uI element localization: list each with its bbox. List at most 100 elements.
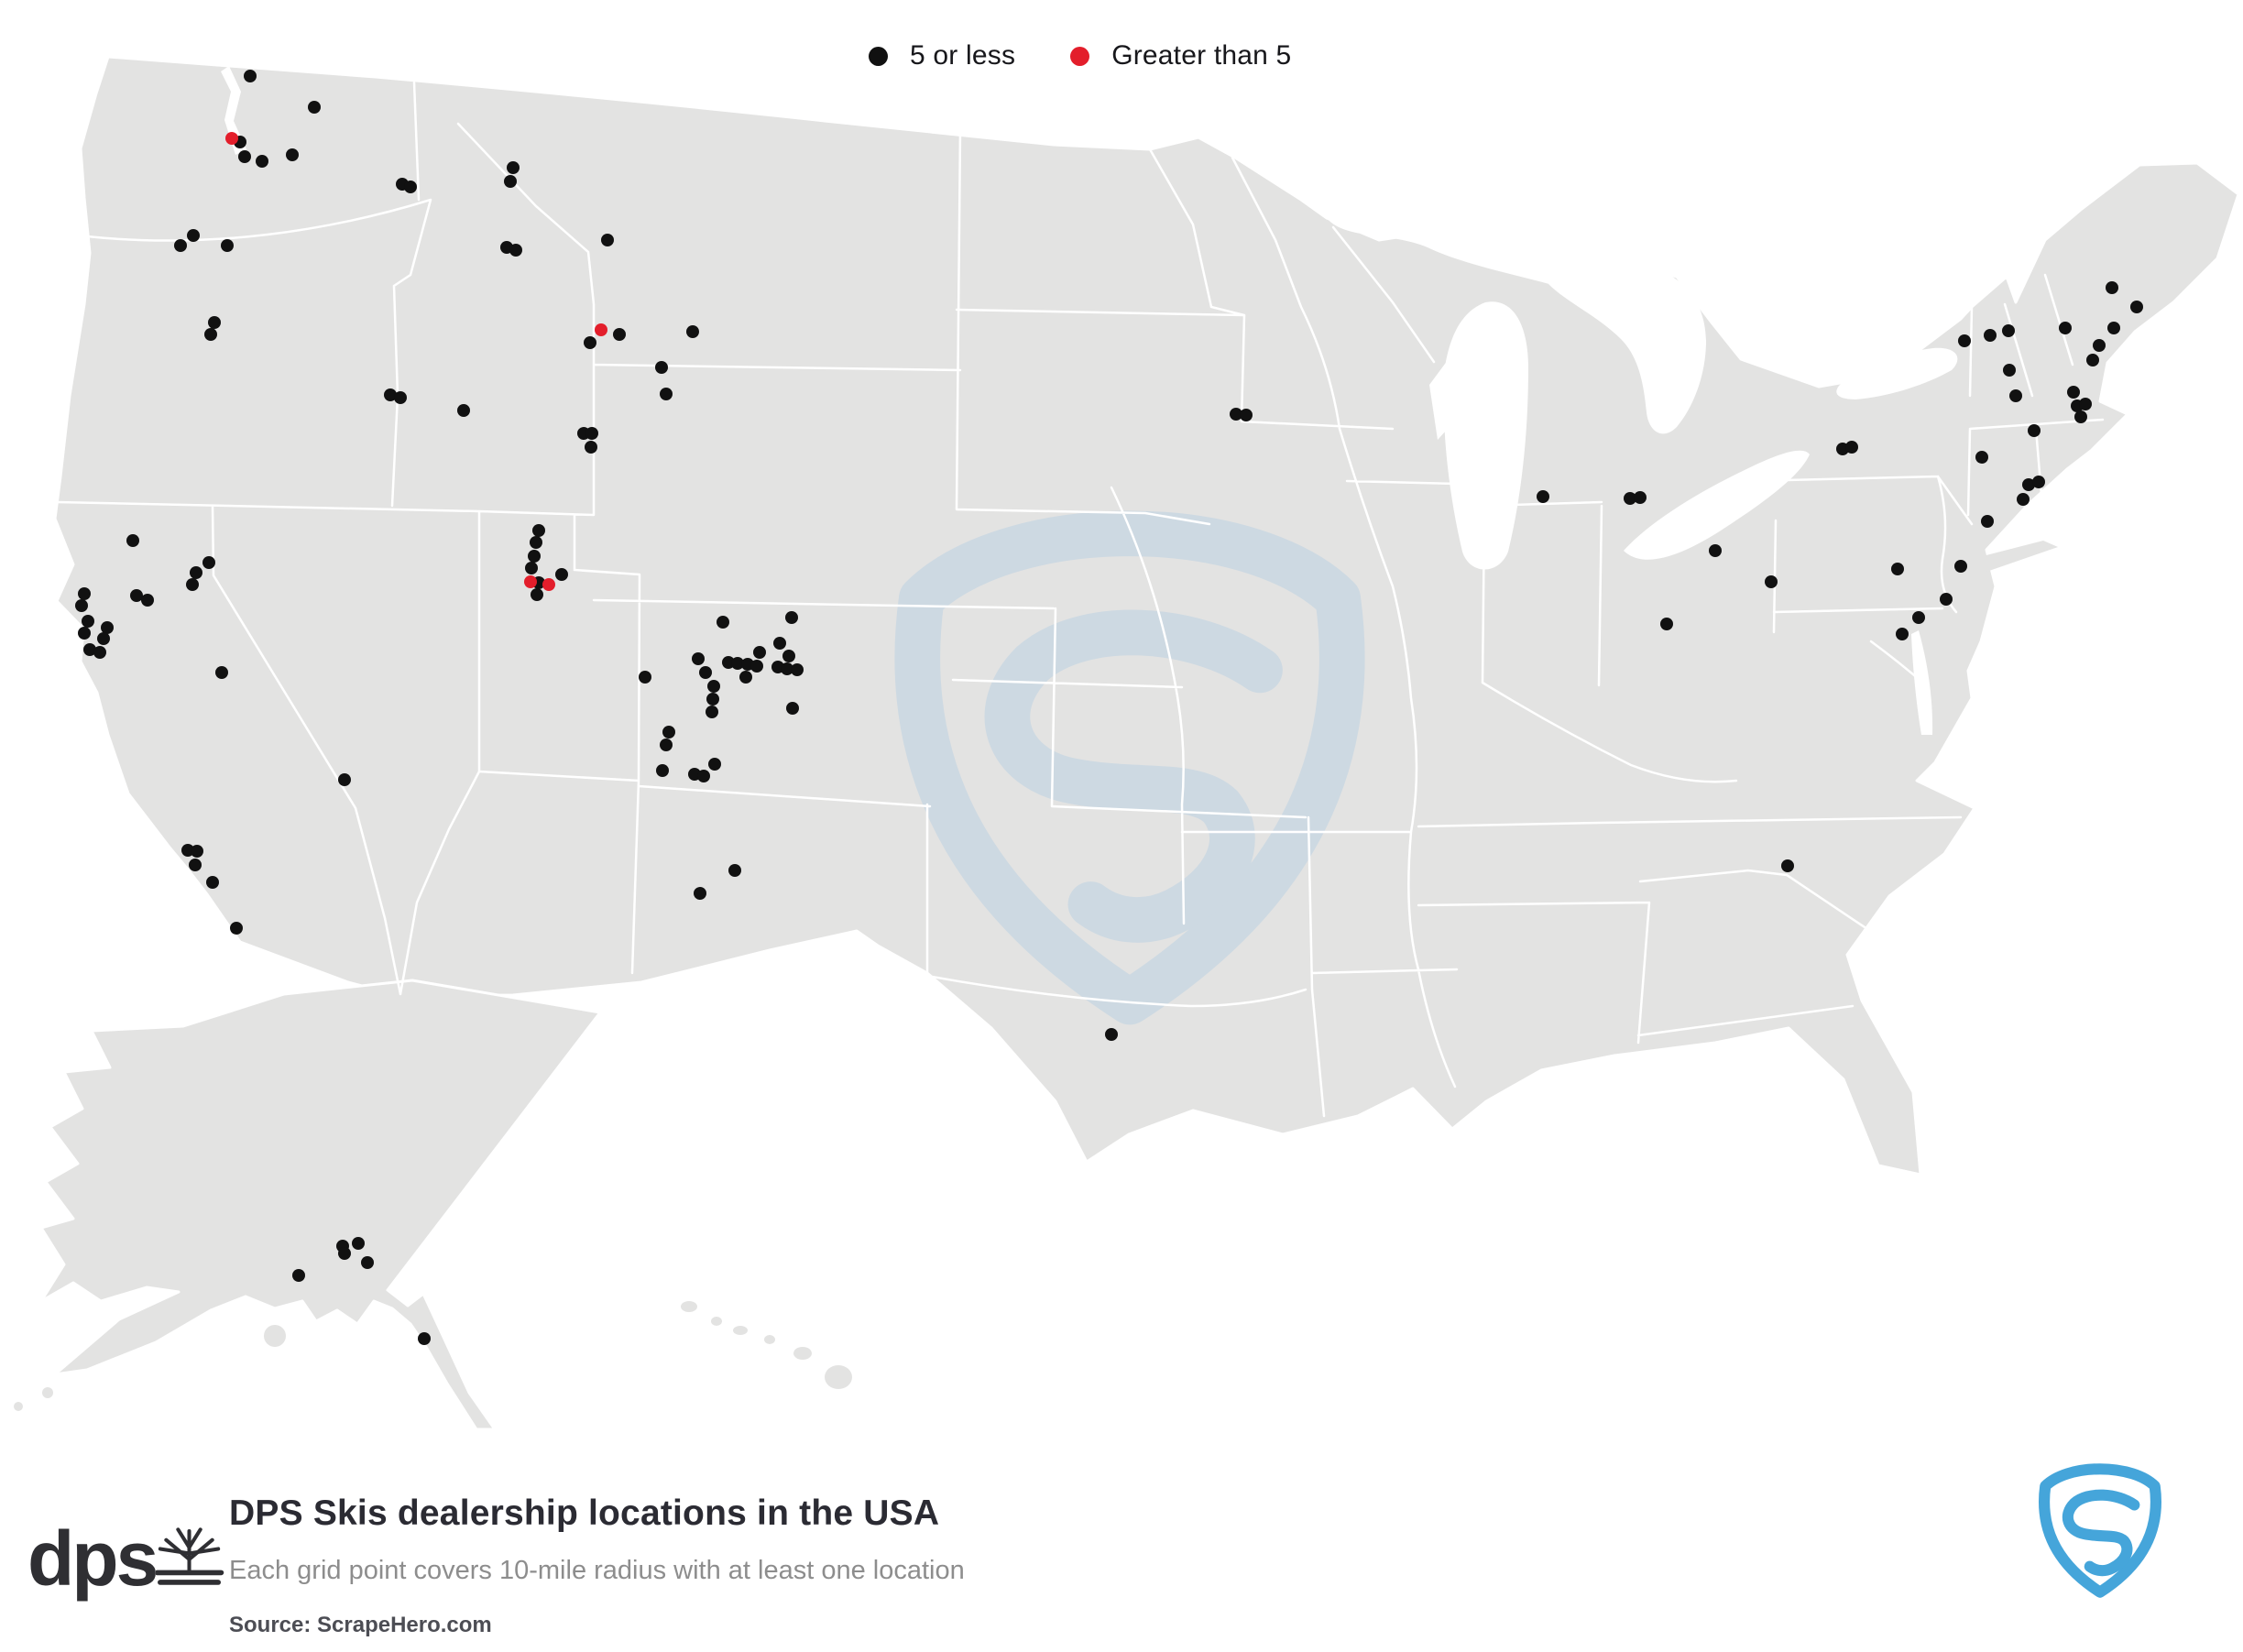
dealer-dot-greater-than-5	[524, 575, 537, 588]
dealer-dot-5-or-less	[97, 632, 110, 645]
dealer-dot-5-or-less	[2028, 424, 2041, 437]
dealer-dot-5-or-less	[2022, 478, 2035, 491]
dealer-dot-5-or-less	[394, 391, 407, 404]
dealer-dot-5-or-less	[1230, 408, 1242, 421]
dealer-dot-5-or-less	[504, 175, 517, 188]
dealer-dot-5-or-less	[555, 568, 568, 581]
aleutian-island	[14, 1402, 23, 1411]
dealer-dot-5-or-less	[78, 587, 91, 600]
legend-item-5-or-less: 5 or less	[869, 40, 1015, 71]
dealer-dot-5-or-less	[786, 702, 799, 715]
dealer-dot-5-or-less	[694, 887, 706, 900]
dealer-dot-greater-than-5	[225, 132, 238, 145]
dealer-dot-5-or-less	[2074, 410, 2087, 423]
dealer-dot-greater-than-5	[595, 323, 607, 336]
dealer-dot-5-or-less	[189, 859, 202, 871]
dealer-dot-5-or-less	[656, 764, 669, 777]
dealer-dot-5-or-less	[238, 150, 251, 163]
dealer-dot-5-or-less	[1634, 491, 1647, 504]
dealer-dot-5-or-less	[1709, 544, 1722, 557]
dealer-dot-5-or-less	[1105, 1028, 1118, 1041]
hawaii	[681, 1301, 852, 1389]
dealer-dot-5-or-less	[2032, 476, 2045, 488]
dealer-dot-5-or-less	[338, 1247, 351, 1260]
dealer-dot-5-or-less	[2009, 389, 2022, 402]
dps-logo-text: dps	[27, 1515, 159, 1602]
dealer-dot-5-or-less	[531, 588, 543, 601]
dps-logo: dps	[27, 1508, 224, 1609]
dealer-dot-5-or-less	[338, 773, 351, 786]
scrapehero-shield-icon	[2039, 1463, 2161, 1598]
dealer-dot-5-or-less	[791, 663, 804, 676]
dealer-dot-5-or-less	[785, 611, 798, 624]
dealer-dot-5-or-less	[782, 650, 795, 662]
dealer-dot-5-or-less	[93, 646, 106, 659]
dealer-dot-5-or-less	[2067, 386, 2080, 399]
dealer-dot-5-or-less	[2130, 301, 2143, 313]
dealer-dot-5-or-less	[1891, 563, 1904, 575]
dealer-dot-5-or-less	[190, 566, 202, 579]
dealer-dot-5-or-less	[215, 666, 228, 679]
dealer-dot-5-or-less	[528, 550, 541, 563]
dealer-dot-5-or-less	[126, 534, 139, 547]
dealer-dot-5-or-less	[186, 578, 199, 591]
dealer-dot-5-or-less	[384, 388, 397, 401]
dealer-dot-5-or-less	[2002, 324, 2015, 337]
legend-dot-black	[869, 46, 888, 66]
alaska	[39, 979, 602, 1431]
dealer-dot-5-or-less	[292, 1269, 305, 1282]
dealer-dot-5-or-less	[221, 239, 234, 252]
state-borders	[55, 81, 2105, 1118]
dealer-dot-5-or-less	[1958, 334, 1971, 347]
dealer-dot-5-or-less	[781, 662, 793, 675]
dealer-dot-5-or-less	[2059, 322, 2072, 334]
dealer-dot-5-or-less	[2093, 339, 2106, 352]
dealer-dot-5-or-less	[204, 328, 217, 341]
dealer-dot-5-or-less	[1981, 515, 1994, 528]
dealer-dot-5-or-less	[1537, 490, 1549, 503]
dealer-dot-5-or-less	[739, 671, 752, 684]
page-subtitle: Each grid point covers 10-mile radius wi…	[229, 1556, 965, 1585]
dealer-dot-5-or-less	[585, 427, 598, 440]
dealer-dot-5-or-less	[692, 652, 705, 665]
dealer-dot-5-or-less	[208, 316, 221, 329]
dealer-dot-5-or-less	[83, 643, 96, 656]
dealer-dot-5-or-less	[352, 1237, 365, 1250]
dealer-dot-5-or-less	[584, 336, 596, 349]
dealer-dot-5-or-less	[206, 876, 219, 889]
dealer-dot-5-or-less	[174, 239, 187, 252]
kodiak-island	[264, 1325, 286, 1347]
dealer-dot-5-or-less	[75, 599, 88, 612]
dealer-dot-5-or-less	[457, 404, 470, 417]
dealer-dot-5-or-less	[697, 770, 710, 782]
dealer-dot-5-or-less	[706, 706, 718, 718]
dealer-dot-5-or-less	[753, 646, 766, 659]
dealer-dot-5-or-less	[509, 244, 522, 257]
dealer-dot-5-or-less	[418, 1332, 431, 1345]
dealer-dot-5-or-less	[2079, 398, 2092, 410]
dealer-dot-5-or-less	[525, 562, 538, 574]
dealer-dot-5-or-less	[707, 680, 720, 693]
dealer-dot-5-or-less	[639, 671, 651, 684]
dealer-dot-5-or-less	[773, 637, 786, 650]
dealer-dot-5-or-less	[532, 524, 545, 537]
dealer-dot-5-or-less	[187, 229, 200, 242]
dealer-dot-5-or-less	[708, 758, 721, 771]
dealer-dot-5-or-less	[686, 325, 699, 338]
dealer-dot-5-or-less	[230, 922, 243, 935]
legend: 5 or less Greater than 5	[869, 40, 1291, 71]
dealer-dot-5-or-less	[1240, 409, 1253, 421]
source-credit: Source: ScrapeHero.com	[229, 1613, 492, 1637]
dealer-dot-5-or-less	[244, 70, 257, 82]
dealer-dot-5-or-less	[1765, 575, 1778, 588]
dealer-dot-5-or-less	[660, 738, 673, 751]
dealer-dot-5-or-less	[202, 556, 215, 569]
dealer-dot-5-or-less	[308, 101, 321, 114]
dealer-dot-5-or-less	[130, 589, 143, 602]
dealer-dot-5-or-less	[706, 693, 719, 706]
dealer-dot-5-or-less	[699, 666, 712, 679]
legend-label: 5 or less	[910, 40, 1016, 71]
dealer-dot-5-or-less	[2107, 322, 2120, 334]
page-title: DPS Skis dealership locations in the USA	[229, 1493, 940, 1533]
dealer-dot-5-or-less	[750, 660, 763, 673]
